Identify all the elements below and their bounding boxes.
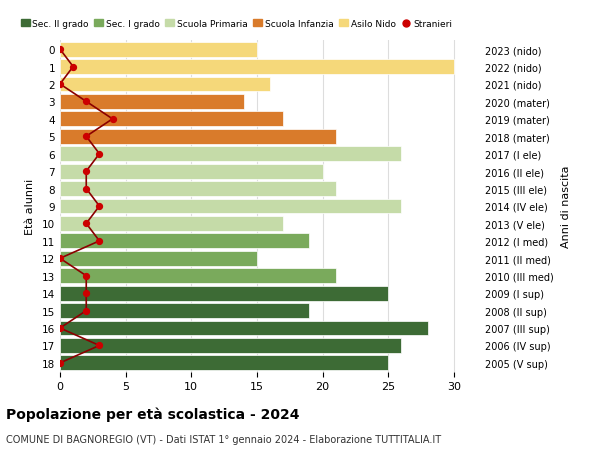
Bar: [60, 95, 244, 110]
Point: [95, 238, 104, 245]
Point: [82, 307, 91, 314]
Bar: [60, 338, 401, 353]
Point: [68, 64, 78, 71]
Y-axis label: Età alunni: Età alunni: [25, 179, 35, 235]
Bar: [60, 234, 310, 249]
Point: [55, 325, 65, 332]
Y-axis label: Anni di nascita: Anni di nascita: [560, 165, 571, 248]
Bar: [60, 217, 283, 231]
Bar: [60, 112, 283, 127]
Bar: [60, 252, 257, 266]
Point: [82, 168, 91, 175]
Point: [95, 203, 104, 210]
Point: [55, 81, 65, 89]
Point: [55, 255, 65, 263]
Point: [82, 99, 91, 106]
Bar: [60, 43, 257, 57]
Point: [95, 151, 104, 158]
Point: [82, 290, 91, 297]
Point: [95, 342, 104, 349]
Bar: [60, 303, 310, 318]
Bar: [60, 182, 335, 196]
Point: [82, 273, 91, 280]
Point: [82, 220, 91, 228]
Point: [55, 359, 65, 367]
Bar: [60, 60, 454, 75]
Point: [82, 185, 91, 193]
Text: Popolazione per età scolastica - 2024: Popolazione per età scolastica - 2024: [6, 406, 299, 421]
Bar: [60, 286, 388, 301]
Bar: [60, 147, 401, 162]
Bar: [60, 78, 270, 92]
Bar: [60, 164, 323, 179]
Legend: Sec. II grado, Sec. I grado, Scuola Primaria, Scuola Infanzia, Asilo Nido, Stran: Sec. II grado, Sec. I grado, Scuola Prim…: [17, 16, 455, 32]
Text: COMUNE DI BAGNOREGIO (VT) - Dati ISTAT 1° gennaio 2024 - Elaborazione TUTTITALIA: COMUNE DI BAGNOREGIO (VT) - Dati ISTAT 1…: [6, 434, 441, 444]
Point: [55, 46, 65, 54]
Point: [82, 133, 91, 140]
Bar: [60, 269, 335, 284]
Bar: [60, 129, 335, 145]
Bar: [60, 356, 388, 370]
Bar: [60, 321, 427, 336]
Bar: [60, 199, 401, 214]
Point: [108, 116, 118, 123]
